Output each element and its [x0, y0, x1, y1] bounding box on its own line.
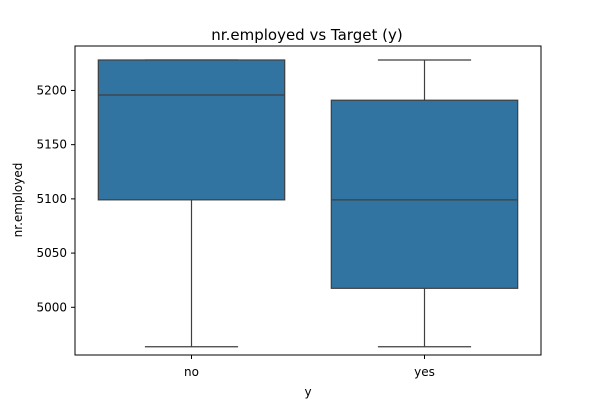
- y-tick-label: 5150: [36, 138, 67, 152]
- x-tick-label: yes: [414, 365, 435, 379]
- x-axis-label: y: [304, 385, 311, 399]
- chart-title: nr.employed vs Target (y): [211, 26, 402, 44]
- y-axis-label: nr.employed: [11, 163, 25, 238]
- plot-area: 5000 5050 5100 5150 5200 no yes: [36, 59, 519, 379]
- box-body: [97, 59, 286, 201]
- box-no: [97, 59, 286, 348]
- y-tick-label: 5200: [36, 83, 67, 97]
- box-yes: [330, 59, 519, 348]
- y-tick-label: 5050: [36, 246, 67, 260]
- x-tick-label: no: [184, 365, 199, 379]
- y-tick-label: 5100: [36, 192, 67, 206]
- plot-frame: [74, 45, 542, 356]
- box-body: [330, 99, 519, 289]
- y-tick-label: 5000: [36, 300, 67, 314]
